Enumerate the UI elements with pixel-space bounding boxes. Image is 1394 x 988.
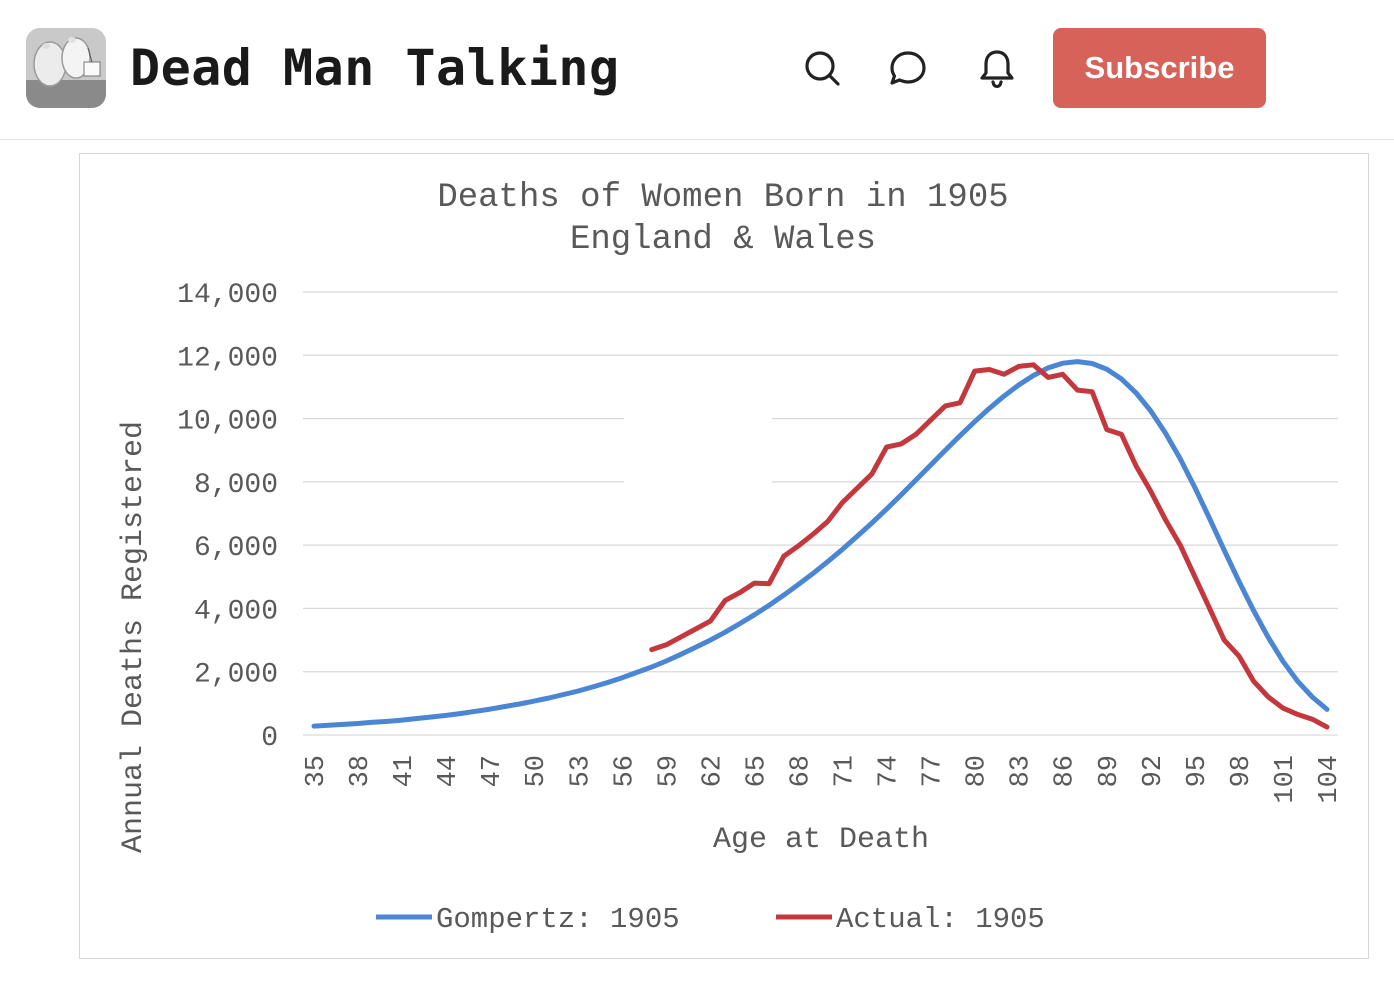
x-tick-label: 50 bbox=[522, 755, 552, 787]
x-tick-label: 86 bbox=[1051, 755, 1081, 787]
x-axis-tick-labels: 35 38 41 44 47 50 53 56 59 62 65 68 71 74 77 80 83 86 89 92… bbox=[302, 755, 1345, 804]
x-tick-label: 95 bbox=[1183, 755, 1213, 787]
title-gap-mask bbox=[624, 399, 772, 489]
chart-title: Deaths of Women Born in 1905 bbox=[437, 179, 1008, 217]
x-tick-label: 101 bbox=[1271, 755, 1301, 804]
subscribe-button[interactable]: Subscribe bbox=[1053, 28, 1266, 108]
y-axis-label: Annual Deaths Registered bbox=[117, 421, 151, 853]
bell-icon[interactable] bbox=[975, 44, 1019, 92]
y-axis-tick-labels: 0 2,000 4,000 6,000 8,000 10,000 12,000 14,000 bbox=[177, 280, 278, 754]
x-tick-label: 68 bbox=[786, 755, 816, 787]
series-line-actual bbox=[649, 362, 1330, 730]
x-tick-label: 38 bbox=[346, 755, 376, 787]
x-tick-label: 56 bbox=[610, 755, 640, 787]
search-icon[interactable] bbox=[800, 44, 844, 92]
line-chart: Deaths of Women Born in 1905 England & W… bbox=[117, 179, 1345, 936]
y-tick-label: 8,000 bbox=[194, 470, 278, 501]
x-tick-label: 59 bbox=[654, 755, 684, 787]
legend-label: Actual: 1905 bbox=[836, 903, 1045, 936]
site-title[interactable]: Dead Man Talking bbox=[130, 39, 620, 97]
chart-container: Deaths of Women Born in 1905 England & W… bbox=[79, 153, 1369, 959]
y-tick-label: 14,000 bbox=[177, 280, 278, 311]
gridlines bbox=[303, 291, 1338, 736]
x-tick-label: 65 bbox=[742, 755, 772, 787]
x-tick-label: 44 bbox=[434, 755, 464, 787]
x-tick-label: 98 bbox=[1227, 755, 1257, 787]
logo-image bbox=[26, 28, 106, 108]
x-tick-label: 35 bbox=[302, 755, 332, 787]
publication-logo[interactable] bbox=[26, 28, 106, 108]
x-tick-label: 74 bbox=[875, 755, 905, 787]
x-tick-label: 80 bbox=[963, 755, 993, 787]
y-tick-label: 0 bbox=[261, 723, 278, 754]
x-tick-label: 53 bbox=[566, 755, 596, 787]
x-axis-label: Age at Death bbox=[713, 823, 929, 857]
x-tick-label: 71 bbox=[831, 755, 861, 787]
series-line-gompertz bbox=[311, 359, 1330, 729]
site-header: Dead Man Talking Subscribe bbox=[0, 0, 1394, 140]
x-tick-label: 62 bbox=[698, 755, 728, 787]
y-tick-label: 10,000 bbox=[177, 407, 278, 438]
x-tick-label: 83 bbox=[1007, 755, 1037, 787]
x-tick-label: 92 bbox=[1139, 755, 1169, 787]
legend-label: Gompertz: 1905 bbox=[436, 903, 680, 936]
comment-icon[interactable] bbox=[886, 44, 930, 92]
chart-legend: Gompertz: 1905 Actual: 1905 bbox=[376, 903, 1045, 936]
chart-subtitle: England & Wales bbox=[570, 221, 876, 259]
series-lines bbox=[311, 359, 1330, 730]
y-tick-label: 12,000 bbox=[177, 343, 278, 374]
y-tick-label: 4,000 bbox=[194, 596, 278, 627]
x-tick-label: 104 bbox=[1315, 755, 1345, 804]
y-tick-label: 2,000 bbox=[194, 660, 278, 691]
x-tick-label: 41 bbox=[390, 755, 420, 787]
x-tick-label: 47 bbox=[478, 755, 508, 787]
x-tick-label: 89 bbox=[1095, 755, 1125, 787]
x-tick-label: 77 bbox=[919, 755, 949, 787]
y-tick-label: 6,000 bbox=[194, 533, 278, 564]
